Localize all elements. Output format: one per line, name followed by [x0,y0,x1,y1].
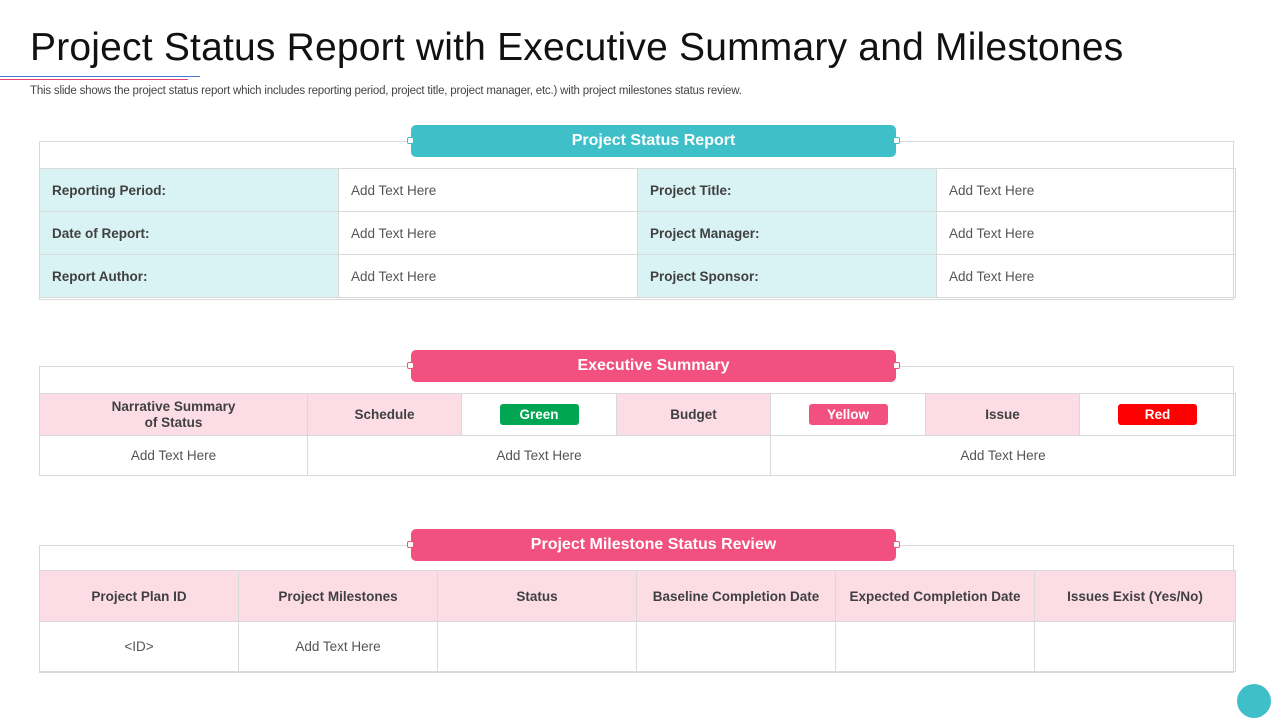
reporting-period-label: Reporting Period: [39,168,339,212]
executive-summary-table: Narrative Summary of Status Schedule Gre… [39,393,1236,476]
project-manager-label: Project Manager: [637,211,937,255]
date-of-report-value[interactable]: Add Text Here [338,211,638,255]
project-title-label: Project Title: [637,168,937,212]
status-report-heading-text: Project Status Report [571,132,736,149]
connector-dot [893,541,900,548]
schedule-status-cell: Green [461,393,617,436]
title-underline-red [0,79,188,80]
table-row: <ID> Add Text Here [39,621,1236,672]
report-author-label: Report Author: [39,254,339,298]
corner-circle-decoration [1237,684,1271,718]
connector-dot [407,541,414,548]
narrative-label-line1: Narrative Summary [111,398,236,414]
project-sponsor-value[interactable]: Add Text Here [936,254,1236,298]
page-title: Project Status Report with Executive Sum… [30,26,1124,69]
connector-dot [893,362,900,369]
status-report-heading: Project Status Report [407,125,900,157]
connector-dot [893,137,900,144]
issue-status-cell: Red [1079,393,1236,436]
connector-dot [407,137,414,144]
date-of-report-label: Date of Report: [39,211,339,255]
project-title-value[interactable]: Add Text Here [936,168,1236,212]
milestones-heading-text: Project Milestone Status Review [530,536,777,553]
column-header: Status [437,570,637,622]
budget-status-badge: Yellow [808,404,888,425]
table-row: Reporting Period: Add Text Here Project … [39,168,1236,212]
reporting-period-value[interactable]: Add Text Here [338,168,638,212]
table-cell[interactable] [437,621,637,672]
table-row: Narrative Summary of Status Schedule Gre… [39,393,1236,436]
table-cell[interactable] [1034,621,1236,672]
issue-status-badge: Red [1118,404,1197,425]
project-sponsor-label: Project Sponsor: [637,254,937,298]
report-author-value[interactable]: Add Text Here [338,254,638,298]
column-header: Baseline Completion Date [636,570,836,622]
issue-label: Issue [925,393,1080,436]
table-cell[interactable]: <ID> [39,621,239,672]
column-header: Project Plan ID [39,570,239,622]
table-cell[interactable] [835,621,1035,672]
project-manager-value[interactable]: Add Text Here [936,211,1236,255]
executive-summary-heading-text: Executive Summary [577,357,730,374]
table-cell[interactable] [636,621,836,672]
column-header: Issues Exist (Yes/No) [1034,570,1236,622]
budget-label: Budget [616,393,771,436]
table-cell[interactable]: Add Text Here [238,621,438,672]
schedule-label: Schedule [307,393,462,436]
executive-summary-heading: Executive Summary [407,350,900,382]
milestones-heading: Project Milestone Status Review [407,529,900,561]
title-underline-blue [0,76,200,77]
narrative-summary-label: Narrative Summary of Status [39,393,308,436]
column-header: Project Milestones [238,570,438,622]
milestones-table: Project Plan ID Project Milestones Statu… [39,570,1236,672]
schedule-text[interactable]: Add Text Here [307,435,771,476]
table-header-row: Project Plan ID Project Milestones Statu… [39,570,1236,622]
narrative-text[interactable]: Add Text Here [39,435,308,476]
table-row: Add Text Here Add Text Here Add Text Her… [39,435,1236,476]
status-report-table: Reporting Period: Add Text Here Project … [39,168,1236,298]
budget-status-cell: Yellow [770,393,926,436]
connector-dot [407,362,414,369]
page-subtitle: This slide shows the project status repo… [30,85,742,97]
table-row: Date of Report: Add Text Here Project Ma… [39,211,1236,255]
narrative-label-line2: of Status [144,414,203,430]
table-row: Report Author: Add Text Here Project Spo… [39,254,1236,298]
issue-text[interactable]: Add Text Here [770,435,1236,476]
schedule-status-badge: Green [499,404,579,425]
column-header: Expected Completion Date [835,570,1035,622]
